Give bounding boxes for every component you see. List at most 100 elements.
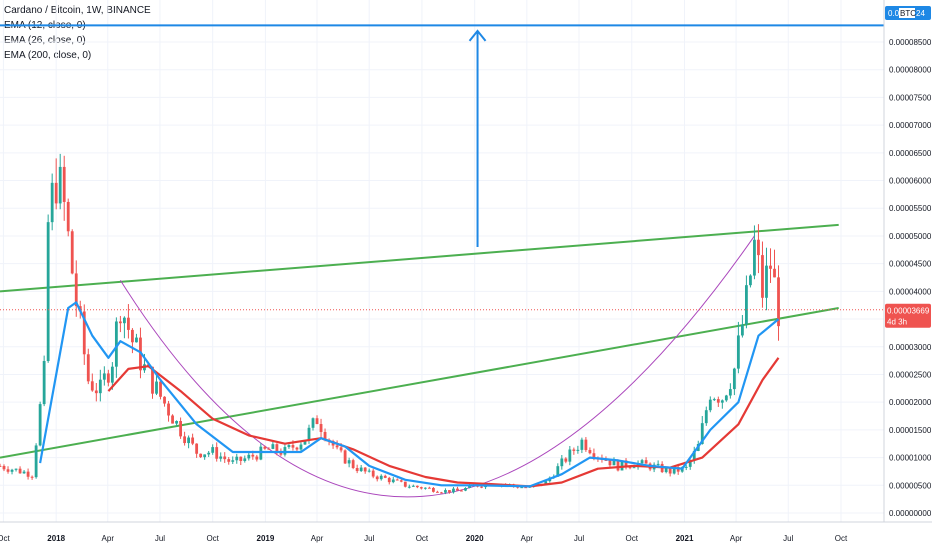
candle-body [612, 460, 616, 466]
candle-body [436, 491, 439, 493]
time-axis[interactable] [0, 522, 932, 550]
hline-price-suffix: 24 [916, 9, 925, 18]
candle-body [468, 485, 471, 488]
candle-body [86, 354, 90, 382]
candle-body [403, 481, 407, 487]
candle-body [247, 454, 251, 459]
candle-body [191, 437, 195, 444]
candle-body [219, 456, 223, 459]
price-axis[interactable] [884, 0, 932, 550]
candle-body [18, 468, 22, 474]
candle-body [716, 399, 720, 403]
candle-body [395, 479, 399, 481]
last-price-tag [885, 303, 931, 328]
candle-body [644, 460, 648, 464]
candle-body [769, 265, 772, 269]
candle-body [415, 485, 419, 488]
candle-body [295, 447, 299, 450]
candle-body [684, 466, 688, 468]
ema26-legend[interactable]: EMA (26, close, 0) [4, 35, 86, 46]
candle-body [0, 465, 2, 467]
candle-body [122, 317, 126, 324]
candle-body [183, 436, 187, 444]
candle-body [616, 460, 620, 471]
candle-body [279, 452, 283, 455]
candle-body [777, 277, 780, 327]
candle-body [46, 222, 50, 362]
candle-body [2, 465, 6, 470]
bar-countdown: 4d 3h [887, 318, 907, 327]
candle-body [287, 445, 291, 448]
candle-body [319, 424, 323, 432]
ema-layer [39, 301, 780, 488]
candle-body [187, 437, 191, 444]
candle-body [255, 456, 259, 460]
candle-body [179, 421, 182, 437]
candle-body [207, 452, 211, 455]
candle-body [351, 460, 355, 469]
candle-body [359, 467, 363, 472]
symbol-title[interactable]: Cardano / Bitcoin, 1W, BINANCE [4, 5, 151, 16]
x-tick-label: 2020 [466, 534, 484, 543]
candle-body [431, 487, 435, 492]
price-axis-ticks: 0.00000000 0.00000500 0.00001000 0.00001500… [889, 38, 932, 518]
candle-body [704, 410, 708, 424]
candle-body [604, 459, 608, 461]
candle-body [42, 361, 46, 405]
y-tick-label: 0.00001500 [889, 426, 932, 435]
x-tick-label: Oct [416, 534, 429, 543]
hline-price-prefix: 0.0 [888, 9, 900, 18]
candle-body [259, 446, 263, 460]
x-tick-label: Oct [206, 534, 219, 543]
y-tick-label: 0.00000000 [889, 509, 932, 518]
currency-badge-text: BTC [900, 9, 916, 18]
candle-body [757, 239, 760, 256]
y-tick-label: 0.00008500 [889, 38, 932, 47]
candle-body [267, 448, 271, 450]
candle-body [106, 373, 110, 383]
candle-body [50, 182, 54, 223]
candle-body [211, 447, 215, 453]
candle-body [399, 480, 403, 482]
candle-body [387, 477, 391, 483]
candle-body [243, 458, 247, 461]
candle-body [335, 445, 339, 448]
x-tick-label: Oct [626, 534, 639, 543]
candle-body [773, 268, 776, 278]
candle-body [656, 463, 660, 465]
candle-body [163, 396, 166, 404]
candle-body [343, 450, 347, 464]
candle-body [761, 255, 764, 298]
x-tick-label: Jul [574, 534, 584, 543]
candle-body [367, 470, 371, 472]
candle-body [14, 468, 18, 470]
candle-body [427, 487, 431, 489]
candle-body [127, 317, 130, 330]
candle-body [307, 427, 311, 441]
x-tick-label: 2021 [676, 534, 694, 543]
candle-body [452, 488, 455, 493]
candle-body [765, 265, 768, 298]
candle-body [753, 239, 756, 276]
candle-body [199, 453, 203, 458]
price-tags: 0.0 BTC 24 0.00003669 4d 3h [885, 6, 931, 328]
candle-body [171, 415, 174, 424]
ema200-legend[interactable]: EMA (200, close, 0) [4, 50, 92, 61]
candle-body [749, 275, 752, 286]
candle-body [195, 443, 199, 454]
candle-body [624, 460, 628, 468]
candle-body [448, 490, 451, 493]
candle-body [588, 450, 592, 454]
y-tick-label: 0.00006500 [889, 149, 932, 158]
y-tick-label: 0.00003000 [889, 343, 932, 352]
x-tick-label: Apr [102, 534, 115, 543]
candle-body [30, 476, 34, 478]
candle-body [22, 471, 26, 474]
lower-trendline [0, 307, 839, 459]
y-tick-label: 0.00006000 [889, 177, 932, 186]
candle-body [114, 321, 118, 367]
last-price-value: 0.00003669 [887, 307, 930, 316]
candle-body [315, 418, 319, 425]
candle-body [440, 492, 443, 494]
